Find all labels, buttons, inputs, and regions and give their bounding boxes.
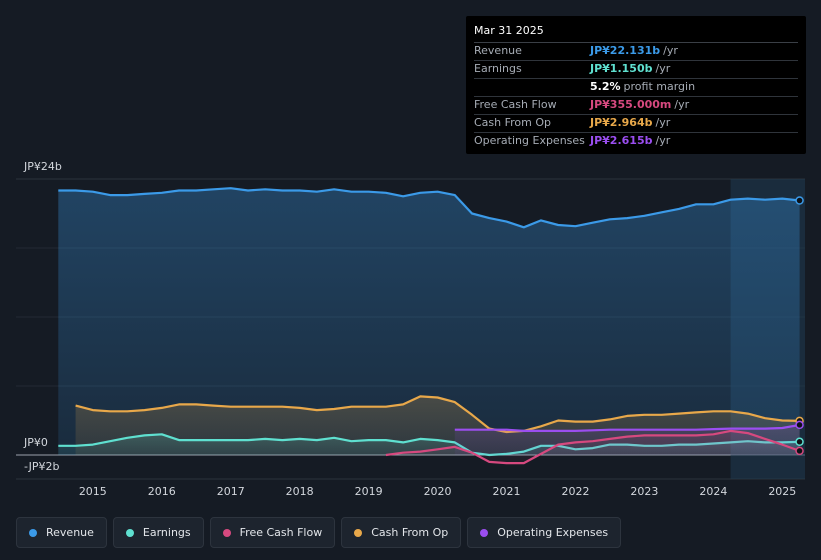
tooltip-label: Earnings <box>474 62 522 75</box>
tooltip-unit: /yr <box>655 134 671 147</box>
legend-label: Free Cash Flow <box>239 526 323 539</box>
x-tick-label: 2018 <box>286 485 314 498</box>
y-axis: JP¥24b JP¥0 -JP¥2b <box>23 160 62 473</box>
legend-label: Cash From Op <box>371 526 449 539</box>
tooltip-unit: profit margin <box>623 80 696 93</box>
y-tick-label-zero: JP¥0 <box>23 436 48 449</box>
y-tick-label-min: -JP¥2b <box>24 460 59 473</box>
tooltip-label <box>474 79 590 96</box>
legend: Revenue Earnings Free Cash Flow Cash Fro… <box>16 517 622 548</box>
tooltip-row-profit-margin: 5.2% profit margin <box>474 79 798 97</box>
x-tick-label: 2022 <box>561 485 589 498</box>
y-tick-label-max: JP¥24b <box>23 160 62 173</box>
series-line-revenue <box>58 187 800 229</box>
tooltip-unit: /yr <box>663 44 678 57</box>
tooltip-value: JP¥355.000m <box>590 98 672 111</box>
tooltip-date: Mar 31 2025 <box>474 23 798 43</box>
legend-item-revenue[interactable]: Revenue <box>16 517 107 548</box>
x-tick-label: 2016 <box>148 485 176 498</box>
tooltip-label: Free Cash Flow <box>474 98 557 111</box>
tooltip-value: JP¥2.964b <box>590 116 653 129</box>
legend-item-operating-expenses[interactable]: Operating Expenses <box>467 517 622 548</box>
x-tick-label: 2015 <box>79 485 107 498</box>
legend-label: Earnings <box>142 526 191 539</box>
legend-label: Operating Expenses <box>497 526 609 539</box>
legend-dot-icon <box>222 528 231 537</box>
series-endpoint-free-cash-flow <box>795 446 804 456</box>
tooltip-unit: /yr <box>655 116 671 129</box>
tooltip-row-revenue: Revenue JP¥22.131b /yr <box>474 43 798 61</box>
tooltip-unit: /yr <box>674 98 690 111</box>
legend-dot-icon <box>480 528 489 537</box>
legend-item-free-cash-flow[interactable]: Free Cash Flow <box>209 517 336 548</box>
tooltip-value: JP¥1.150b <box>590 62 653 75</box>
tooltip-row-earnings: Earnings JP¥1.150b /yr <box>474 61 798 79</box>
series-endpoint-earnings <box>795 437 804 447</box>
tooltip-label: Cash From Op <box>474 116 552 129</box>
legend-dot-icon <box>29 528 37 537</box>
series-line-free-cash-flow <box>385 429 800 465</box>
x-axis: 2015 2016 2017 2018 2019 2020 2021 2022 2023 2024… <box>79 485 796 498</box>
tooltip-value: JP¥22.131b <box>590 44 661 57</box>
tooltip-row-operating-expenses: Operating Expenses JP¥2.615b /yr <box>474 133 798 150</box>
series-endpoint-revenue <box>795 196 804 205</box>
chart-endpoints <box>795 196 804 456</box>
legend-item-earnings[interactable]: Earnings <box>112 517 204 548</box>
tooltip-unit: /yr <box>655 62 671 75</box>
x-tick-label: 2019 <box>355 485 383 498</box>
x-tick-label: 2020 <box>424 485 452 498</box>
x-tick-label: 2025 <box>768 485 796 498</box>
legend-dot-icon <box>354 528 363 537</box>
x-tick-label: 2023 <box>630 485 658 498</box>
legend-dot-icon <box>125 528 134 537</box>
tooltip-row-cash-from-op: Cash From Op JP¥2.964b /yr <box>474 115 798 133</box>
tooltip-panel: Mar 31 2025 Revenue JP¥22.131b /yr Earni… <box>466 16 806 154</box>
tooltip-label: Revenue <box>474 44 522 57</box>
legend-label: Revenue <box>46 526 94 539</box>
series-area-free-cash-flow <box>385 430 800 464</box>
x-tick-label: 2021 <box>493 485 521 498</box>
tooltip-value: 5.2% <box>590 80 621 93</box>
x-tick-label: 2024 <box>699 485 727 498</box>
series-line-operating-expenses <box>454 423 800 432</box>
legend-item-cash-from-op[interactable]: Cash From Op <box>341 517 462 548</box>
tooltip-value: JP¥2.615b <box>590 134 653 147</box>
chart-series <box>58 187 800 465</box>
series-area-revenue <box>58 188 800 455</box>
series-endpoint-operating-expenses <box>795 420 804 430</box>
tooltip-row-free-cash-flow: Free Cash Flow JP¥355.000m /yr <box>474 97 798 115</box>
x-tick-label: 2017 <box>217 485 245 498</box>
tooltip-label: Operating Expenses <box>474 134 585 147</box>
series-line-cash-from-op <box>75 395 800 434</box>
